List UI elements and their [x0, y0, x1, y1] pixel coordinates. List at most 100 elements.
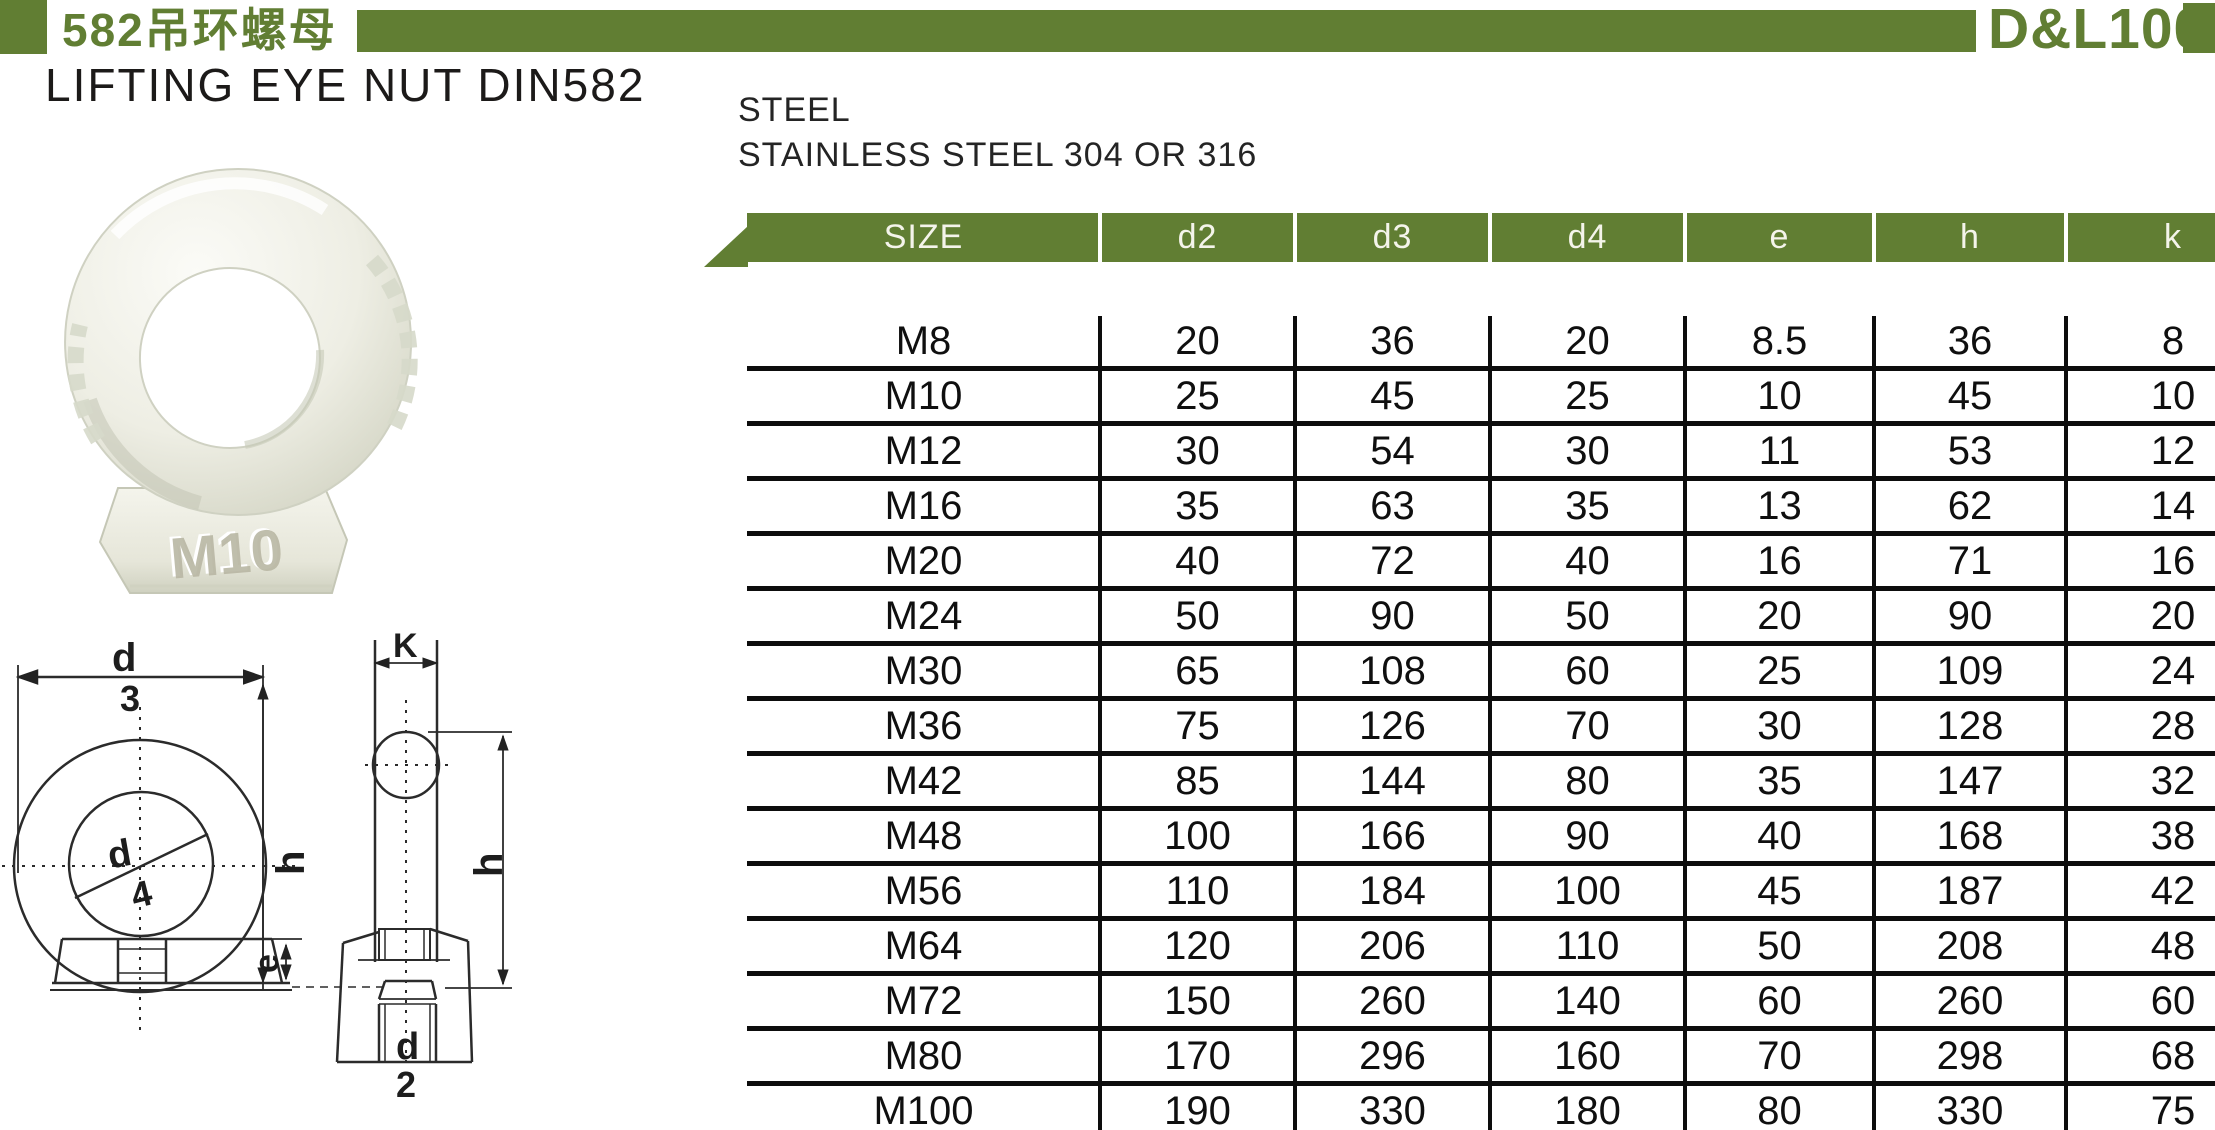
svg-text:M10: M10 — [164, 515, 282, 590]
table-cell: M10 — [884, 374, 963, 418]
table-cell: 260 — [1359, 979, 1426, 1023]
table-cell: 35 — [1757, 759, 1802, 803]
table-cell: 48 — [2150, 924, 2196, 968]
table-cell: 50 — [1757, 924, 1802, 968]
table-row-m42: M42 85 144 80 35 147 32 — [747, 756, 2215, 811]
table-cell: 80 — [1565, 759, 1610, 803]
table-cell: M80 — [884, 1034, 963, 1078]
header-separator — [2064, 213, 2068, 262]
table-row-m100: M100 190 330 180 80 330 75 — [747, 1086, 2215, 1130]
table-row-m80: M80 170 296 160 70 298 68 — [747, 1031, 2215, 1086]
table-cell: 16 — [1757, 539, 1802, 583]
table-cell: 126 — [1359, 704, 1426, 748]
dim-label-d3: d — [112, 636, 136, 680]
table-cell: 10 — [1757, 374, 1802, 418]
table-cell: 11 — [1758, 429, 1801, 473]
page-title-chinese: 582吊环螺母 — [62, 4, 337, 56]
table-row-m12: M12 30 54 30 11 53 12 — [747, 426, 2215, 481]
product-photo-eye-nut: M10 M10 — [64, 168, 418, 594]
table-row-m30: M30 65 108 60 25 109 24 — [747, 646, 2215, 701]
table-cell: 28 — [2150, 704, 2196, 748]
dim-label-h-side: h — [467, 853, 511, 877]
table-cell: 190 — [1164, 1089, 1231, 1130]
table-cell: M20 — [884, 539, 963, 583]
table-cell: 298 — [1936, 1034, 2004, 1078]
table-cell: 50 — [1175, 594, 1220, 638]
table-row-m20: M20 40 72 40 16 71 16 — [747, 536, 2215, 591]
table-cell: 16 — [2150, 539, 2196, 583]
table-cell: 80 — [1757, 1089, 1802, 1130]
table-cell: M48 — [884, 814, 963, 858]
table-cell: 53 — [1947, 429, 1993, 473]
table-cell: 45 — [1757, 869, 1802, 913]
table-cell: 10 — [2150, 374, 2196, 418]
table-cell: 330 — [1936, 1089, 2004, 1130]
table-cell: 150 — [1164, 979, 1231, 1023]
column-line — [1872, 316, 1876, 1130]
material-line-1: STEEL — [738, 91, 851, 129]
table-cell: M36 — [884, 704, 963, 748]
table-cell: 260 — [1936, 979, 2004, 1023]
table-cell: M42 — [884, 759, 963, 803]
table-cell: 85 — [1175, 759, 1220, 803]
table-row-m48: M48 100 166 90 40 168 38 — [747, 811, 2215, 866]
column-line — [1488, 316, 1492, 1130]
table-cell: 8 — [2161, 319, 2185, 363]
header-separator — [1683, 213, 1687, 262]
column-header-e: e — [1769, 218, 1790, 256]
column-header-size: SIZE — [883, 218, 964, 256]
table-cell: 12 — [2150, 429, 2196, 473]
technical-drawing: d 3 d 4 h e K h d 2 — [2, 627, 512, 1105]
table-cell: 70 — [1757, 1034, 1802, 1078]
table-cell: M8 — [895, 319, 952, 363]
table-cell: 38 — [2150, 814, 2196, 858]
table-cell: 166 — [1359, 814, 1426, 858]
table-cell: 36 — [1370, 319, 1415, 363]
table-cell: 24 — [2150, 649, 2196, 693]
table-cell: 75 — [2150, 1089, 2196, 1130]
table-cell: 45 — [1947, 374, 1993, 418]
eye-nut-ring — [64, 168, 413, 516]
header-separator — [1488, 213, 1492, 262]
table-cell: 30 — [1565, 429, 1610, 473]
table-cell: 60 — [1565, 649, 1610, 693]
table-cell: 70 — [1565, 704, 1610, 748]
header-separator — [1293, 213, 1297, 262]
table-cell: 147 — [1936, 759, 2004, 803]
column-header-h: h — [1960, 218, 1980, 256]
table-cell: 50 — [1565, 594, 1610, 638]
table-row-m10: M10 25 45 25 10 45 10 — [747, 371, 2215, 426]
table-row-m24: M24 50 90 50 20 90 20 — [747, 591, 2215, 646]
dim-label-e: e — [248, 954, 286, 973]
brand-logo-text: D&L100 — [1988, 0, 2207, 61]
table-row-m64: M64 120 206 110 50 208 48 — [747, 921, 2215, 976]
table-cell: M16 — [884, 484, 963, 528]
table-cell: 71 — [1947, 539, 1993, 583]
table-cell: 206 — [1359, 924, 1426, 968]
table-cell: M64 — [884, 924, 963, 968]
table-cell: 120 — [1164, 924, 1231, 968]
table-row-m72: M72 150 260 140 60 260 60 — [747, 976, 2215, 1031]
table-cell: 45 — [1370, 374, 1415, 418]
table-cell: 20 — [1757, 594, 1802, 638]
table-cell: 30 — [1175, 429, 1220, 473]
column-line — [2064, 316, 2068, 1130]
table-row-m56: M56 110 184 100 45 187 42 — [747, 866, 2215, 921]
dim-label-d3-sub: 3 — [120, 678, 140, 719]
materials-note: STEEL STAINLESS STEEL 304 OR 316 — [738, 88, 1257, 178]
header-left-square — [0, 0, 47, 54]
column-line — [1683, 316, 1687, 1130]
table-cell: 25 — [1175, 374, 1220, 418]
table-cell: M12 — [884, 429, 963, 473]
header-band-wedge — [704, 226, 748, 267]
embossed-size-label: M10 M10 — [164, 515, 285, 591]
table-cell: M30 — [884, 649, 963, 693]
table-cell: 63 — [1370, 484, 1415, 528]
column-header-d4: d4 — [1567, 218, 1608, 256]
column-line — [1098, 316, 1102, 1130]
drawing-inner-hole — [67, 790, 215, 938]
table-cell: 20 — [1175, 319, 1220, 363]
table-cell: 13 — [1757, 484, 1802, 528]
table-row-m16: M16 35 63 35 13 62 14 — [747, 481, 2215, 536]
table-cell: 160 — [1554, 1034, 1621, 1078]
